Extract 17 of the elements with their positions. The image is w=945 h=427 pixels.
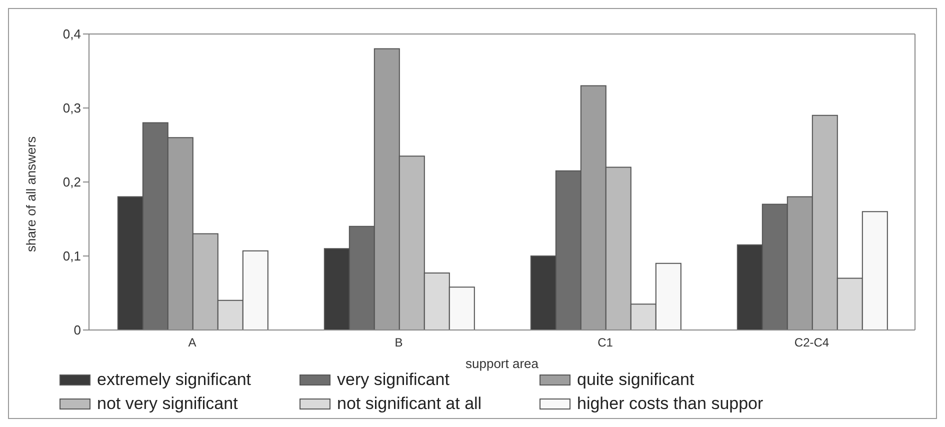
x-tick-label: B <box>394 336 403 350</box>
y-tick-label: 0,3 <box>62 100 81 116</box>
y-axis-title: share of all answers <box>24 136 39 252</box>
legend-label: not significant at all <box>337 394 482 414</box>
legend-label: very significant <box>337 370 450 390</box>
x-tick-label: C1 <box>598 336 614 350</box>
legend-label: quite significant <box>577 370 694 390</box>
x-tick-label: A <box>188 336 196 350</box>
x-tick-label: C2-C4 <box>794 336 830 350</box>
y-tick-label: 0,1 <box>62 248 81 264</box>
y-tick-label: 0 <box>74 322 81 338</box>
legend-label: higher costs than suppor <box>577 394 764 414</box>
legend-label: not very significant <box>97 394 238 414</box>
y-tick-label: 0,2 <box>62 174 81 190</box>
y-tick-label: 0,4 <box>62 26 81 42</box>
legend-label: extremely significant <box>97 370 252 390</box>
x-axis-title: support area <box>466 356 540 371</box>
